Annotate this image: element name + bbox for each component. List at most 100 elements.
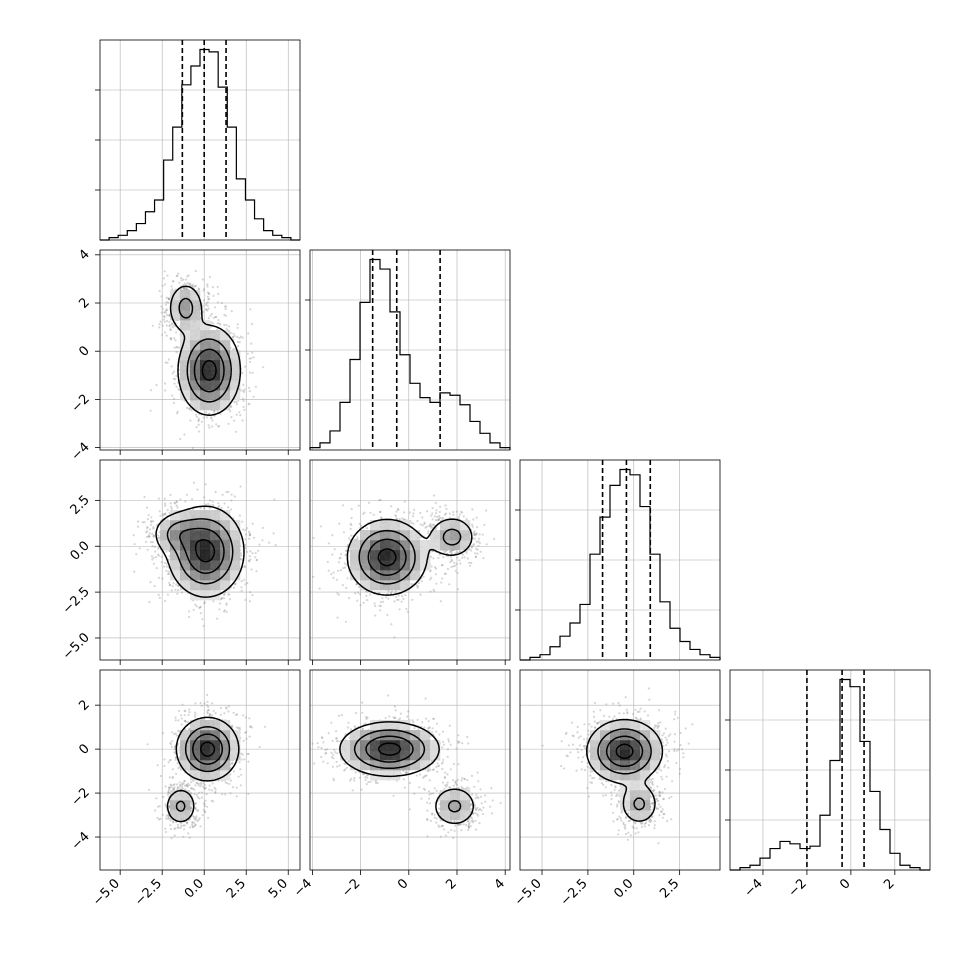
sample-point bbox=[249, 558, 252, 561]
density-cell bbox=[370, 570, 381, 581]
density-cell bbox=[370, 580, 381, 591]
sample-point bbox=[457, 516, 460, 519]
sample-point bbox=[250, 357, 253, 360]
sample-point bbox=[188, 407, 191, 410]
sample-point bbox=[206, 704, 209, 707]
sample-point bbox=[217, 319, 220, 322]
sample-point bbox=[456, 556, 459, 559]
sample-point bbox=[163, 497, 166, 500]
sample-point bbox=[164, 303, 167, 306]
density-cell bbox=[220, 580, 231, 591]
sample-point bbox=[163, 270, 166, 273]
sample-point bbox=[202, 299, 206, 302]
sample-point bbox=[240, 758, 243, 761]
density-cell bbox=[200, 570, 211, 581]
sample-point bbox=[439, 600, 442, 603]
sample-point bbox=[430, 526, 433, 529]
sample-point bbox=[366, 527, 369, 530]
sample-point bbox=[429, 525, 432, 528]
contour-level bbox=[166, 518, 234, 585]
sample-point bbox=[161, 307, 164, 310]
sample-point bbox=[336, 616, 339, 619]
sample-point bbox=[171, 776, 175, 779]
sample-point bbox=[199, 612, 202, 615]
sample-point bbox=[137, 520, 140, 523]
sample-point bbox=[190, 787, 193, 790]
sample-point bbox=[475, 540, 478, 543]
sample-point bbox=[470, 549, 473, 552]
sample-point bbox=[455, 562, 458, 566]
sample-point bbox=[175, 351, 178, 354]
sample-point bbox=[200, 783, 203, 786]
density-cell bbox=[220, 540, 231, 551]
sample-point bbox=[162, 318, 165, 321]
sample-point bbox=[452, 510, 455, 514]
sample-point bbox=[434, 501, 437, 504]
sample-point bbox=[162, 514, 165, 517]
sample-point bbox=[244, 583, 247, 586]
sample-point bbox=[152, 562, 155, 565]
density-cell bbox=[370, 520, 381, 531]
sample-point bbox=[207, 307, 210, 310]
sample-point bbox=[181, 787, 184, 790]
sample-point bbox=[225, 610, 228, 614]
sample-point bbox=[423, 522, 426, 526]
sample-point bbox=[240, 580, 243, 583]
density-cell bbox=[220, 570, 231, 581]
sample-point bbox=[211, 503, 215, 507]
scatter-panel-2-0 bbox=[99, 459, 301, 661]
sample-point bbox=[437, 518, 440, 522]
sample-point bbox=[452, 565, 455, 568]
sample-point bbox=[171, 740, 174, 743]
density-cell bbox=[220, 400, 231, 411]
sample-point bbox=[175, 275, 178, 278]
sample-point bbox=[194, 603, 197, 606]
sample-point bbox=[379, 605, 382, 608]
sample-point bbox=[218, 504, 221, 507]
sample-point bbox=[206, 309, 209, 312]
sample-point bbox=[169, 493, 172, 496]
sample-point bbox=[344, 554, 347, 557]
contour-level bbox=[377, 548, 397, 567]
density-cell bbox=[380, 580, 391, 591]
sample-point bbox=[171, 280, 174, 283]
density-cell bbox=[370, 560, 381, 571]
sample-point bbox=[160, 555, 163, 558]
density-cell bbox=[350, 560, 361, 571]
density-cell bbox=[230, 370, 241, 381]
sample-point bbox=[443, 513, 446, 516]
panel-frame bbox=[519, 459, 721, 661]
sample-point bbox=[182, 287, 185, 290]
density-cell bbox=[190, 570, 201, 581]
sample-point bbox=[227, 506, 230, 509]
sample-point bbox=[199, 606, 202, 609]
contour-level bbox=[193, 348, 225, 393]
density-cell bbox=[170, 530, 181, 541]
sample-point bbox=[158, 323, 161, 326]
sample-point bbox=[157, 593, 160, 597]
sample-point bbox=[170, 365, 173, 368]
sample-point bbox=[184, 500, 187, 503]
density-cell bbox=[220, 560, 231, 571]
sample-point bbox=[224, 781, 227, 784]
sample-point bbox=[415, 584, 418, 587]
sample-point bbox=[208, 426, 211, 429]
density-cell bbox=[190, 300, 201, 311]
sample-point bbox=[449, 550, 452, 553]
sample-point bbox=[243, 408, 246, 411]
sample-point bbox=[441, 564, 444, 567]
sample-point bbox=[439, 516, 442, 519]
sample-point bbox=[172, 370, 176, 373]
density-cell bbox=[210, 530, 221, 541]
sample-point bbox=[179, 437, 182, 441]
sample-point bbox=[173, 382, 176, 385]
sample-point bbox=[218, 322, 221, 325]
sample-point bbox=[227, 490, 230, 493]
sample-point bbox=[167, 358, 170, 361]
sample-point bbox=[449, 556, 453, 559]
sample-point bbox=[167, 817, 170, 820]
sample-point bbox=[408, 511, 411, 514]
sample-point bbox=[210, 416, 213, 419]
sample-point bbox=[161, 284, 164, 287]
density-cell bbox=[440, 530, 451, 541]
